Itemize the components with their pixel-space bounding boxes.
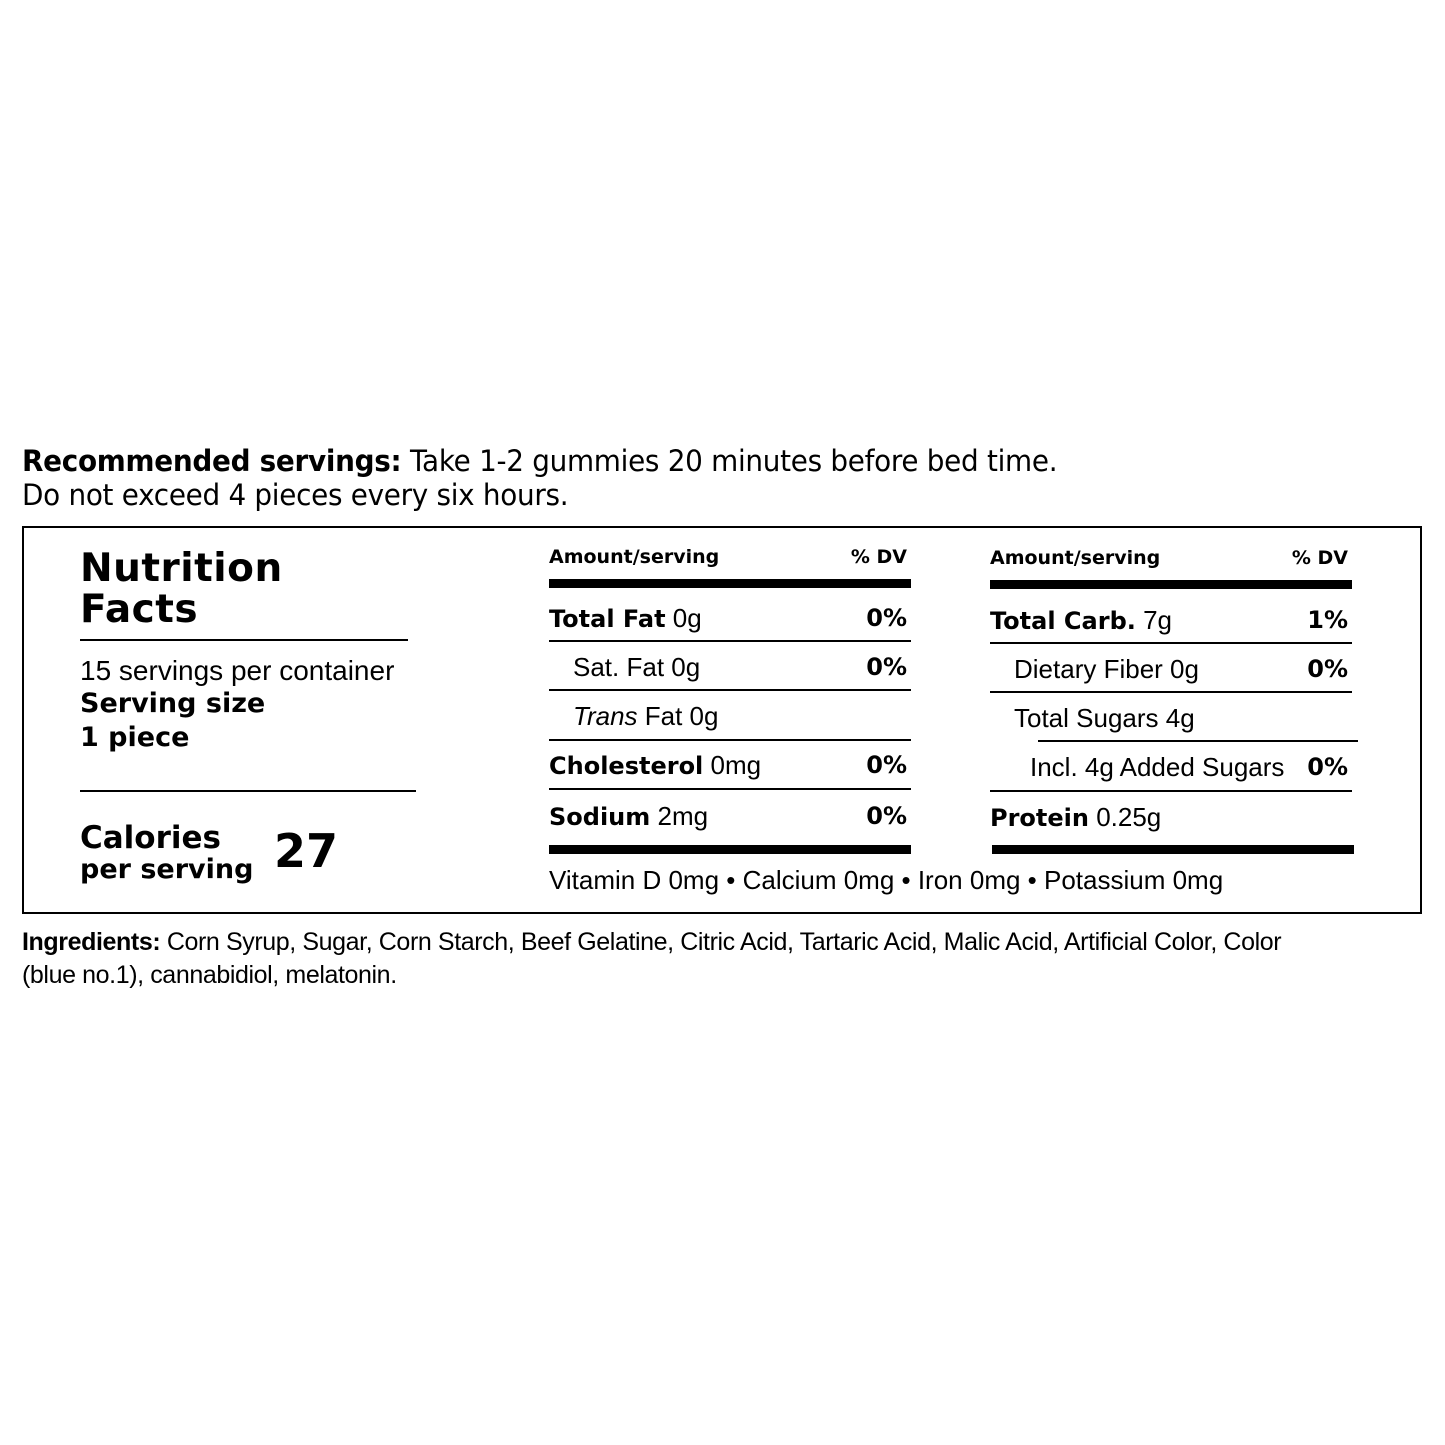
amount-header: Amount/serving <box>549 546 720 568</box>
recommended-servings-line1: Recommended servings: Take 1-2 gummies 2… <box>22 444 1058 478</box>
thick-bar <box>990 580 1352 589</box>
nutrient-dv: 0% <box>866 751 907 779</box>
row-total-carb: Total Carb. 7g 1% <box>990 605 1352 635</box>
divider <box>990 642 1352 644</box>
nutrient-dv: 0% <box>866 802 907 830</box>
nutrition-facts-panel <box>22 526 1422 914</box>
thick-bar <box>992 845 1354 854</box>
ingredients-line1: Ingredients: Corn Syrup, Sugar, Corn Sta… <box>22 928 1282 957</box>
nutrient-name: Trans <box>573 701 638 731</box>
nutrient-name: Cholesterol <box>549 752 704 780</box>
nutrient-name: Sat. Fat 0g <box>573 652 701 682</box>
nutrient-amount: 2mg <box>650 801 709 831</box>
ingredients-label: Ingredients: <box>22 928 161 956</box>
divider <box>1038 740 1358 742</box>
ingredients-line2: (blue no.1), cannabidiol, melatonin. <box>22 961 397 989</box>
nutrient-column-2: Amount/serving % DV Total Carb. 7g 1% Die… <box>990 547 1358 867</box>
title-line2: Facts <box>80 587 199 632</box>
nutrient-dv: 0% <box>1307 655 1348 683</box>
servings-per-container: 15 servings per container <box>80 655 395 686</box>
serving-size-value: 1 piece <box>80 722 190 753</box>
micronutrients-line: Vitamin D 0mg • Calcium 0mg • Iron 0mg •… <box>549 865 1224 895</box>
nutrient-amount: 0mg <box>703 750 762 780</box>
nutrient-dv: 0% <box>866 604 907 632</box>
nutrient-name: Incl. 4g Added Sugars <box>1030 752 1285 782</box>
nutrient-amount: 0g <box>665 603 702 633</box>
row-dietary-fiber: Dietary Fiber 0g 0% <box>990 654 1352 684</box>
row-protein: Protein 0.25g <box>990 802 1352 832</box>
divider <box>990 790 1352 792</box>
nutrient-name: Dietary Fiber 0g <box>1014 654 1199 684</box>
serving-size-label: Serving size <box>80 688 266 719</box>
nutrient-name: Total Sugars 4g <box>1014 703 1195 733</box>
recommended-text: Take 1-2 gummies 20 minutes before bed t… <box>401 444 1058 478</box>
divider <box>990 691 1352 693</box>
dv-header: % DV <box>850 546 907 568</box>
row-cholesterol: Cholesterol 0mg 0% <box>549 750 911 780</box>
divider <box>549 788 911 790</box>
thick-bar <box>549 845 911 854</box>
thick-bar <box>549 579 911 588</box>
row-total-fat: Total Fat 0g 0% <box>549 603 911 633</box>
divider <box>549 640 911 642</box>
dv-header: % DV <box>1291 547 1348 569</box>
divider <box>80 790 416 792</box>
nutrient-name: Total Carb. <box>990 607 1136 635</box>
nutrient-amount: 0.25g <box>1088 802 1162 832</box>
recommended-label: Recommended servings: <box>22 444 402 478</box>
per-serving-label: per serving <box>80 854 254 885</box>
nutrient-name: Total Fat <box>549 605 666 633</box>
divider <box>549 739 911 741</box>
nutrient-name: Protein <box>990 804 1089 832</box>
nutrient-name: Sodium <box>549 803 651 831</box>
nutrient-dv: 1% <box>1307 606 1348 634</box>
row-total-sugars: Total Sugars 4g <box>990 703 1352 733</box>
row-added-sugars: Incl. 4g Added Sugars 0% <box>990 752 1352 782</box>
row-trans-fat: Trans Fat 0g <box>549 701 911 731</box>
title-line1: Nutrition <box>80 546 283 591</box>
calories-label: Calories <box>80 820 221 856</box>
calories-value: 27 <box>274 824 339 878</box>
row-sodium: Sodium 2mg 0% <box>549 801 911 831</box>
nutrient-column-1: Amount/serving % DV Total Fat 0g 0% Sat. … <box>549 546 911 866</box>
nutrient-amount: 7g <box>1135 605 1173 635</box>
nutrient-dv: 0% <box>1307 753 1348 781</box>
recommended-servings-line2: Do not exceed 4 pieces every six hours. <box>22 478 569 512</box>
nutrient-dv: 0% <box>866 653 907 681</box>
nutrient-amount: Fat 0g <box>637 701 719 731</box>
ingredients-text: Corn Syrup, Sugar, Corn Starch, Beef Gel… <box>160 928 1282 956</box>
row-sat-fat: Sat. Fat 0g 0% <box>549 652 911 682</box>
nutrition-facts-title: Nutrition Facts <box>80 548 283 630</box>
divider <box>549 689 911 691</box>
divider <box>80 639 408 641</box>
amount-header: Amount/serving <box>990 547 1161 569</box>
